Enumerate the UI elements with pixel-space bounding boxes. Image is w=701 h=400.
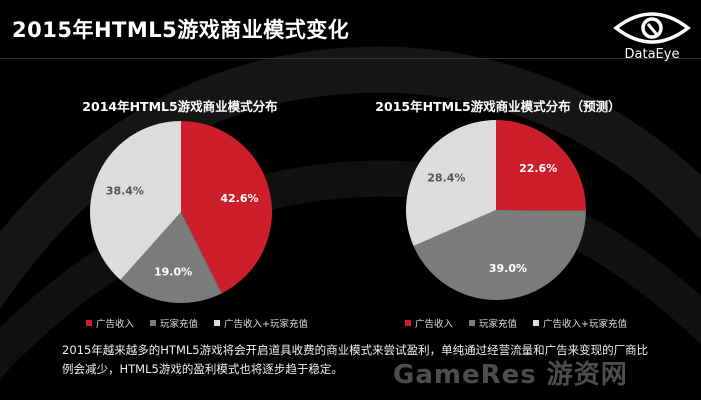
pie-slice-label: 38.4% [106, 185, 144, 198]
legend-swatch-red [86, 320, 92, 326]
chart-1-title: 2014年HTML5游戏商业模式分布 [82, 99, 278, 114]
legend-label: 广告收入 [96, 319, 135, 330]
legend-swatch-gray [150, 320, 157, 326]
legend-swatch-light [214, 320, 221, 326]
title-divider [0, 58, 701, 59]
legend-label: 广告收入+玩家充值 [543, 319, 627, 330]
legend-swatch-red [405, 320, 411, 326]
pie-slice [120, 212, 222, 304]
legend-2015: 广告收入 玩家充值 广告收入+玩家充值 [405, 316, 627, 330]
legend-swatch-gray [469, 320, 476, 326]
legend-item: 广告收入 [405, 316, 453, 330]
legend-item: 广告收入 [86, 316, 134, 330]
pie-slice-label: 19.0% [154, 266, 192, 279]
legend-label: 广告收入 [415, 319, 454, 330]
pie-slice-label: 22.6% [519, 162, 557, 175]
legend-label: 广告收入+玩家充值 [224, 319, 308, 330]
pie-slice [413, 210, 586, 300]
legend-label: 玩家充值 [160, 319, 199, 330]
pie-slice-label: 42.6% [220, 192, 258, 205]
pie-slice [496, 120, 586, 211]
legend-item: 广告收入+玩家充值 [533, 316, 627, 330]
pie-slice [181, 121, 272, 294]
pie-slice-label: 28.4% [427, 171, 465, 184]
pie-slice-label: 39.0% [489, 262, 527, 275]
logo-text: DataEye [624, 47, 680, 62]
dataeye-logo-icon [613, 12, 691, 44]
chart-2-title: 2015年HTML5游戏商业模式分布（预测） [375, 99, 621, 114]
legend-item: 玩家充值 [469, 316, 517, 330]
pie-slice [406, 120, 496, 247]
description-text: 2015年越来越多的HTML5游戏将会开启道具收费的商业模式来尝试盈利，单纯通过… [62, 343, 649, 376]
legend-item: 广告收入+玩家充值 [214, 316, 308, 330]
legend-2014: 广告收入 玩家充值 广告收入+玩家充值 [86, 316, 308, 330]
page-title: 2015年HTML5游戏商业模式变化 [12, 18, 350, 42]
legend-label: 玩家充值 [479, 319, 518, 330]
legend-swatch-light [533, 320, 540, 326]
legend-item: 玩家充值 [150, 316, 198, 330]
watermark-text: GameRes 游资网 [393, 360, 628, 390]
pie-slice [89, 121, 181, 280]
